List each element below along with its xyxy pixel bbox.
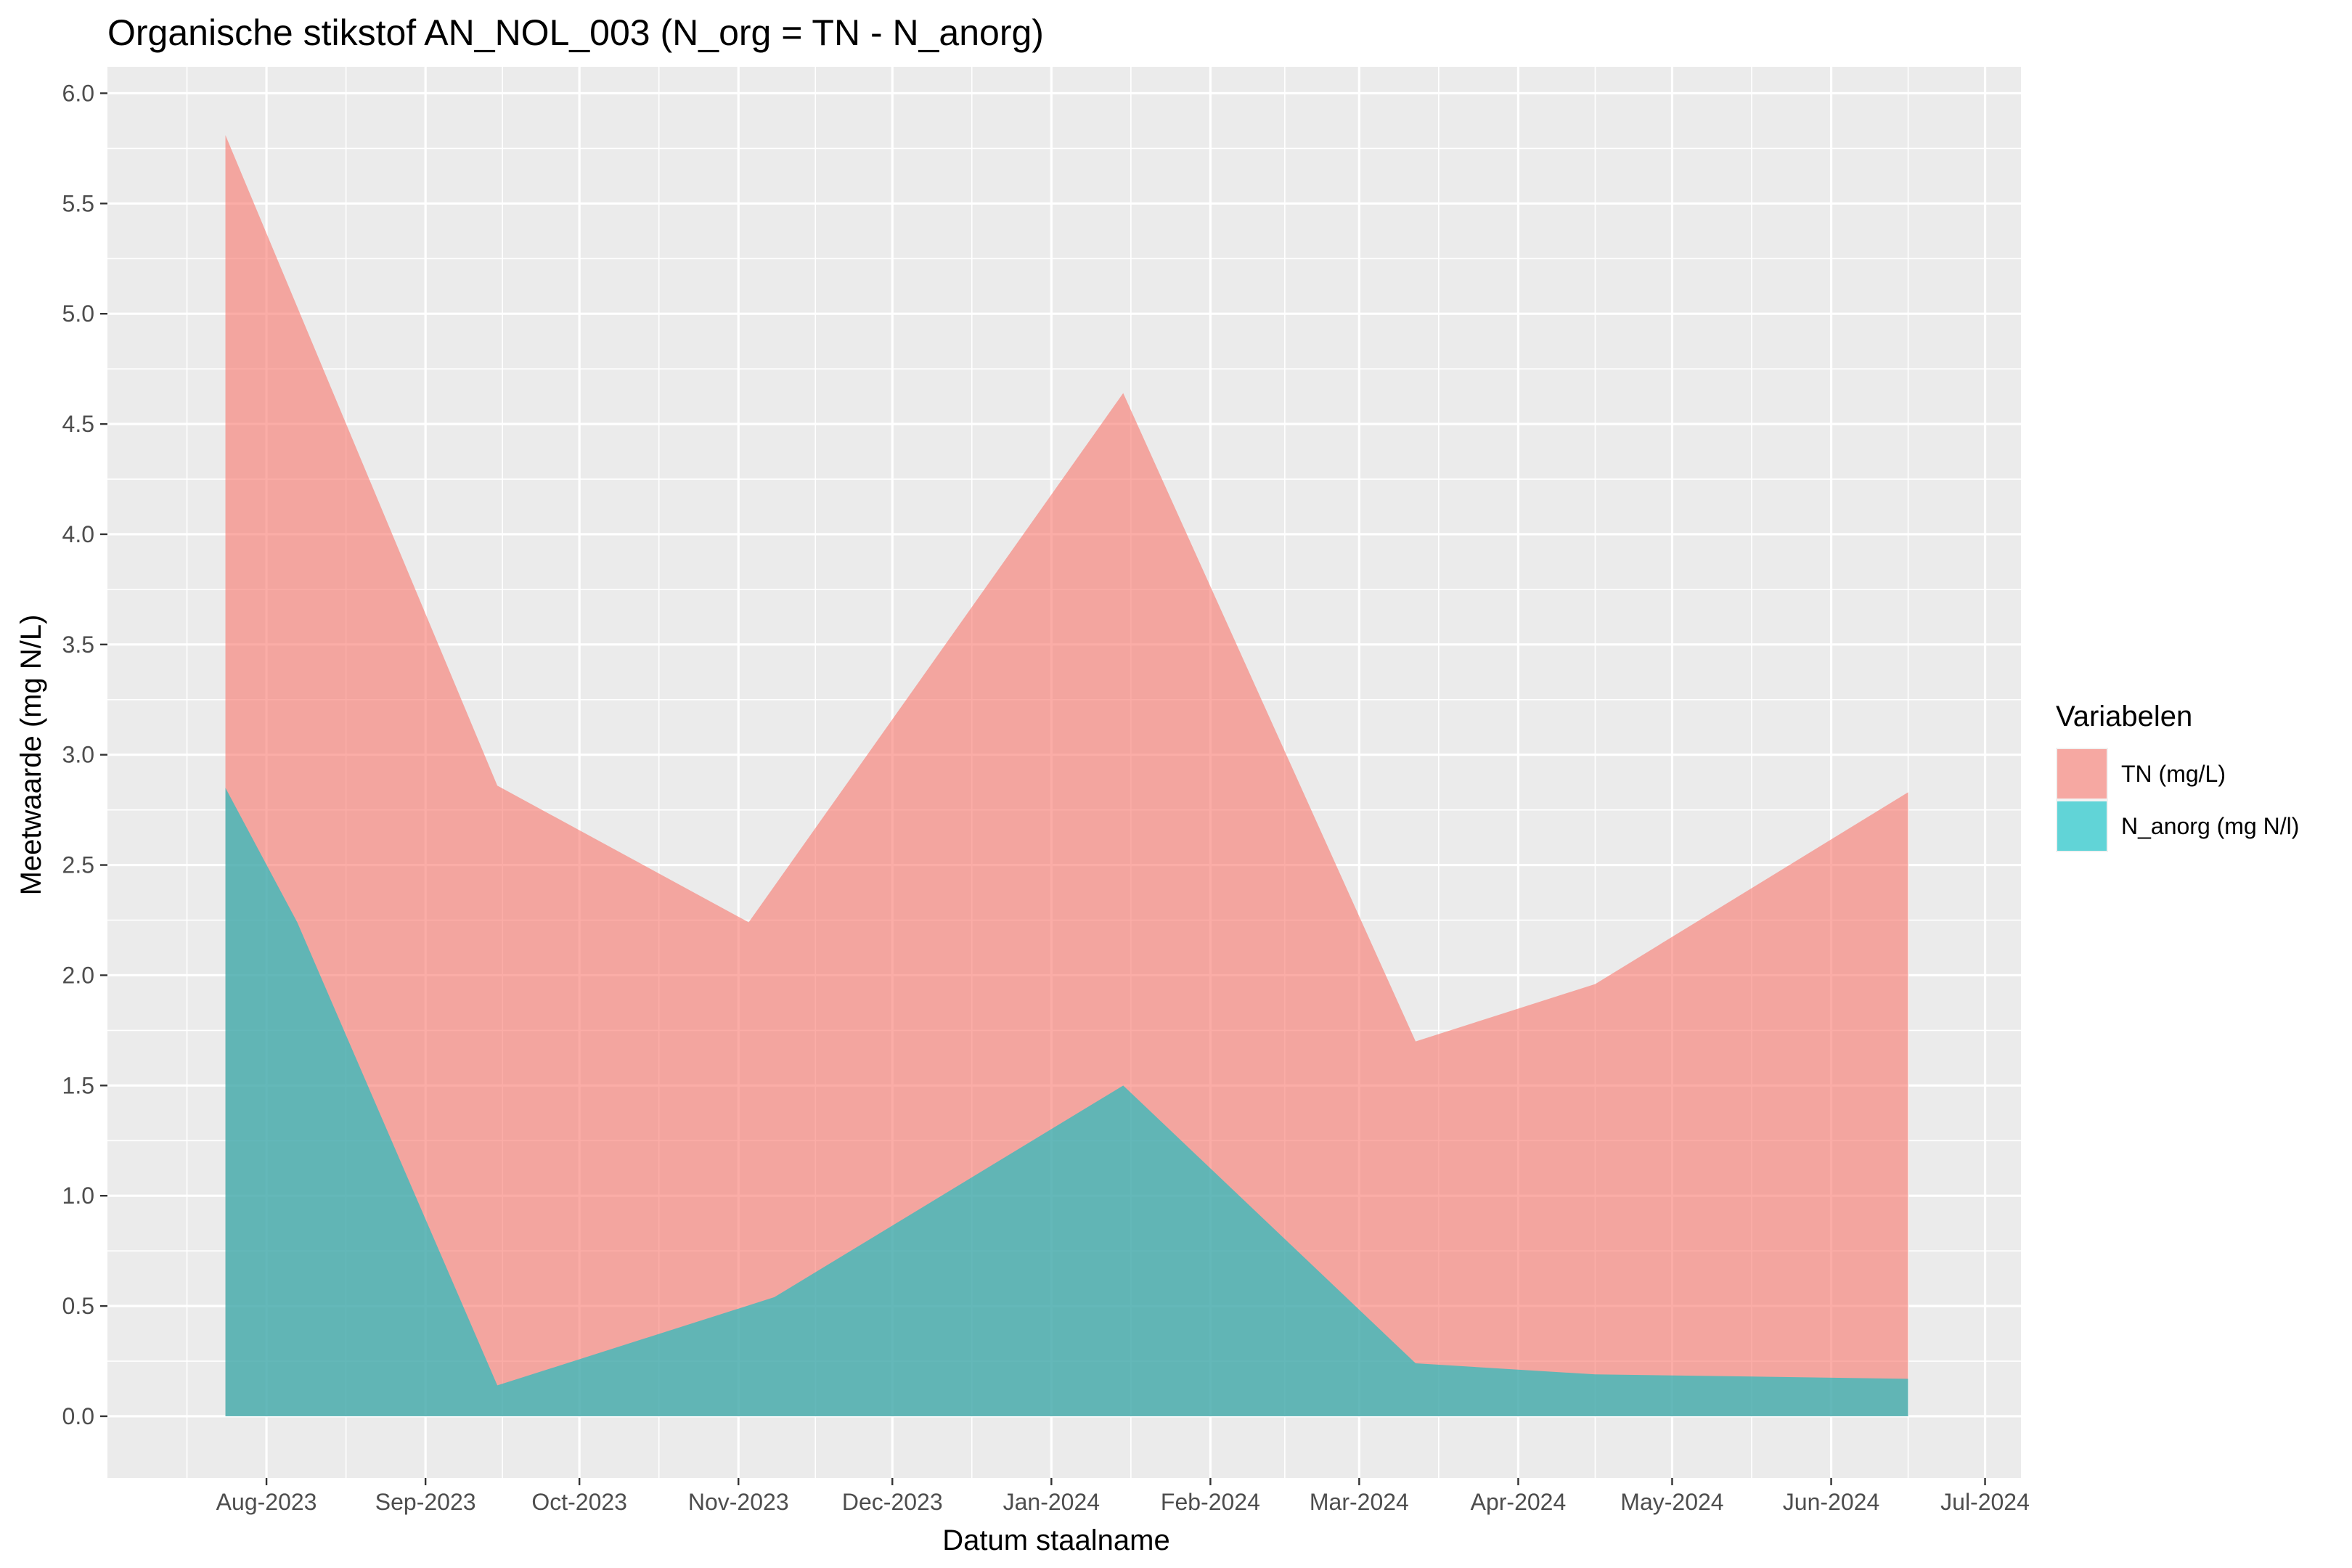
x-tick-label: May-2024: [1620, 1489, 1723, 1515]
y-tick-label: 3.5: [62, 632, 94, 658]
x-axis-title: Datum staalname: [942, 1524, 1169, 1556]
y-tick-label: 0.0: [62, 1403, 94, 1429]
legend-key-swatch: [2057, 749, 2107, 799]
legend-label: N_anorg (mg N/l): [2121, 813, 2299, 839]
x-tick-label: Jan-2024: [1003, 1489, 1100, 1515]
y-tick-label: 4.5: [62, 411, 94, 437]
y-axis: 0.0 0.5 1.0 1.5 2.0 2.5 3.0 3.5 4.0 4.5 5.0 5.5 6.0: [62, 80, 107, 1429]
x-tick-label: Feb-2024: [1161, 1489, 1260, 1515]
x-tick-label: Oct-2023: [531, 1489, 627, 1515]
x-tick-label: Nov-2023: [688, 1489, 789, 1515]
x-tick-label: Aug-2023: [216, 1489, 317, 1515]
y-tick-label: 1.5: [62, 1072, 94, 1098]
y-tick-label: 2.0: [62, 962, 94, 988]
area-series: [225, 135, 1908, 1416]
y-tick-label: 0.5: [62, 1293, 94, 1319]
x-tick-label: Jun-2024: [1783, 1489, 1879, 1515]
legend-title: Variabelen: [2056, 701, 2192, 732]
x-tick-label: Apr-2024: [1471, 1489, 1567, 1515]
legend-label: TN (mg/L): [2121, 761, 2226, 787]
x-axis: Aug-2023 Sep-2023 Oct-2023 Nov-2023 Dec-2023…: [216, 1478, 2030, 1515]
y-tick-label: 3.0: [62, 742, 94, 768]
x-tick-label: Mar-2024: [1310, 1489, 1409, 1515]
area-series-1: [225, 788, 1908, 1416]
legend-key-swatch: [2057, 801, 2107, 851]
x-tick-label: Jul-2024: [1940, 1489, 2030, 1515]
area-series-0: [225, 135, 1908, 1416]
y-tick-label: 6.0: [62, 80, 94, 106]
y-tick-label: 5.5: [62, 190, 94, 216]
y-tick-label: 4.0: [62, 521, 94, 547]
y-tick-label: 1.0: [62, 1183, 94, 1209]
chart-title: Organische stikstof AN_NOL_003 (N_org = …: [107, 12, 1044, 53]
legend: Variabelen TN (mg/L) N_anorg (mg N/l): [2056, 701, 2299, 852]
y-tick-label: 2.5: [62, 852, 94, 878]
x-tick-label: Dec-2023: [842, 1489, 943, 1515]
y-axis-title: Meetwaarde (mg N/L): [15, 615, 47, 896]
x-tick-label: Sep-2023: [375, 1489, 476, 1515]
y-tick-label: 5.0: [62, 301, 94, 327]
